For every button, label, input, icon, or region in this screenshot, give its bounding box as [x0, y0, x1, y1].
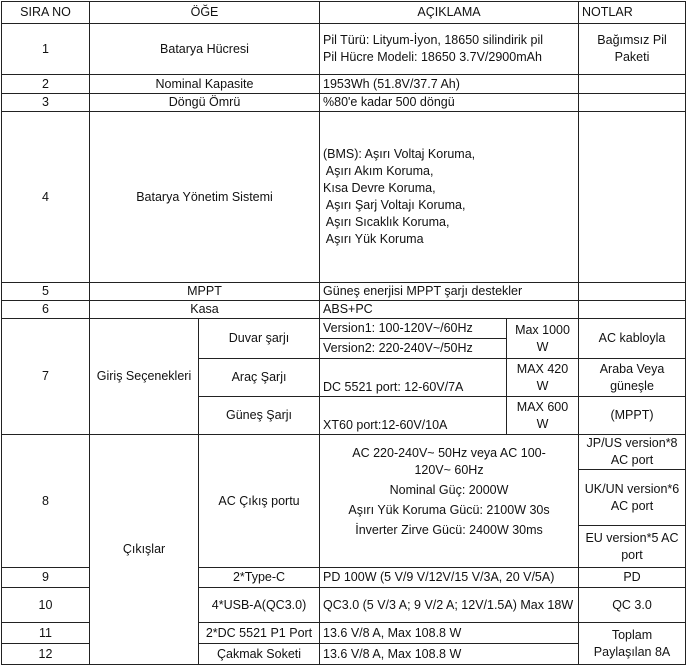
desc-line: Pil Hücre Modeli: 18650 3.7V/2900mAh — [323, 50, 542, 64]
row-no: 1 — [1, 23, 90, 75]
max-power: MAX 420 W — [506, 358, 580, 397]
row-notes: Toplam Paylaşılan 8A — [578, 622, 686, 665]
row-desc: 1953Wh (51.8V/37.7 Ah) — [319, 74, 580, 94]
max-power: MAX 600 W — [506, 396, 580, 435]
row-no: 7 — [1, 318, 90, 435]
header-desc: AÇIKLAMA — [319, 1, 580, 24]
row-desc: PD 100W (5 V/9 V/12V/15 V/3A, 20 V/5A) — [319, 567, 580, 588]
desc-line: (BMS): Aşırı Voltaj Koruma, — [323, 147, 476, 161]
table-row: Araç Şarjı DC 5521 port: 12-60V/7A MAX 4… — [2, 358, 686, 397]
row-desc: DC 5521 port: 12-60V/7A — [319, 358, 508, 397]
desc-line: Kısa Devre Koruma, — [323, 181, 436, 195]
table-row: Güneş Şarjı XT60 port:12-60V/10A MAX 600… — [2, 396, 686, 435]
desc-line: AC 220-240V~ 50Hz veya AC 100-120V~ 60Hz — [352, 446, 546, 477]
header-item: ÖĞE — [88, 1, 321, 24]
row-item: Nominal Kapasite — [88, 74, 321, 94]
desc-line: Pil Türü: Lityum-İyon, 18650 silindirik … — [323, 33, 544, 47]
desc-line: Aşırı Sıcaklık Koruma, — [323, 215, 450, 229]
row-desc: Pil Türü: Lityum-İyon, 18650 silindirik … — [319, 23, 580, 75]
table-row: 6 Kasa ABS+PC — [1, 300, 686, 319]
header-no: SIRA NO — [1, 1, 90, 24]
row-no: 2 — [1, 74, 90, 94]
row-desc: XT60 port:12-60V/10A — [319, 396, 508, 435]
row-notes — [578, 282, 686, 301]
row-no: 12 — [1, 643, 90, 665]
row-item: Batarya Yönetim Sistemi — [88, 111, 321, 283]
row-item: Döngü Ömrü — [88, 93, 321, 112]
row-no: 10 — [1, 587, 90, 623]
table-row: 3 Döngü Ömrü %80'e kadar 500 döngü — [1, 93, 686, 112]
row-no: 11 — [1, 622, 90, 644]
row-no: 6 — [1, 300, 90, 319]
row-desc: Version2: 220-240V~/50Hz — [319, 338, 508, 359]
row-desc: AC 220-240V~ 50Hz veya AC 100-120V~ 60Hz… — [319, 434, 580, 568]
sub-item: Duvar şarjı — [197, 318, 321, 359]
row-desc: Güneş enerjisi MPPT şarjı destekler — [319, 282, 580, 301]
row-no: 3 — [1, 93, 90, 112]
row-no: 4 — [1, 111, 90, 283]
row-notes — [578, 300, 686, 319]
row-item: Kasa — [88, 300, 321, 319]
table-row: 5 MPPT Güneş enerjisi MPPT şarjı destekl… — [1, 282, 686, 301]
table-row: EU version*5 AC port — [2, 525, 686, 568]
row-desc: 13.6 V/8 A, Max 108.8 W — [319, 622, 580, 644]
row-desc: Version1: 100-120V~/60Hz — [319, 318, 508, 339]
row-desc: 13.6 V/8 A, Max 108.8 W — [319, 643, 580, 665]
row-notes: (MPPT) — [578, 396, 686, 435]
header-notes: NOTLAR — [578, 1, 686, 24]
row-notes: Araba Veya güneşle — [578, 358, 686, 397]
row-item: MPPT — [88, 282, 321, 301]
table-row: 8 Çıkışlar AC Çıkış portu AC 220-240V~ 5… — [1, 434, 686, 665]
row-item: 2*Type-C — [197, 567, 321, 588]
row-item: 2*DC 5521 P1 Port — [197, 622, 321, 644]
row-item: Çakmak Soketi — [197, 643, 321, 665]
sub-item: Araç Şarjı — [197, 358, 321, 397]
row-notes — [578, 74, 686, 94]
row-notes: JP/US version*8 AC port — [578, 434, 686, 470]
row-item: AC Çıkış portu — [197, 434, 321, 568]
row-notes — [578, 111, 686, 283]
desc-line: İnverter Zirve Gücü: 2400W 30ms — [355, 523, 543, 537]
desc-line: Aşırı Akım Koruma, — [323, 164, 434, 178]
row-notes: PD — [578, 567, 686, 588]
row-desc: QC3.0 (5 V/3 A; 9 V/2 A; 12V/1.5A) Max 1… — [319, 587, 580, 623]
row-notes: AC kabloyla — [578, 318, 686, 359]
table-row: 1 Batarya Hücresi Pil Türü: Lityum-İyon,… — [1, 23, 686, 75]
desc-line: Aşırı Şarj Voltajı Koruma, — [323, 198, 466, 212]
row-item: Giriş Seçenekleri — [89, 318, 199, 435]
row-notes — [578, 93, 686, 112]
row-desc: %80'e kadar 500 döngü — [319, 93, 580, 112]
header-row: SIRA NO ÖĞE AÇIKLAMA NOTLAR — [1, 1, 686, 24]
row-no: 8 — [1, 434, 90, 568]
table-row: UK/UN version*6 AC port — [2, 469, 686, 526]
row-notes: UK/UN version*6 AC port — [578, 469, 686, 526]
row-item: 4*USB-A(QC3.0) — [197, 587, 321, 623]
row-notes: EU version*5 AC port — [578, 525, 686, 568]
desc-line: Aşırı Yük Koruma Gücü: 2100W 30s — [348, 503, 550, 517]
table-row: 2 Nominal Kapasite 1953Wh (51.8V/37.7 Ah… — [1, 74, 686, 94]
row-desc: ABS+PC — [319, 300, 580, 319]
desc-line: Aşırı Yük Koruma — [323, 232, 424, 246]
table-row: 4 Batarya Yönetim Sistemi (BMS): Aşırı V… — [1, 111, 686, 283]
table-row: 7 Giriş Seçenekleri Duvar şarjı Version1… — [1, 318, 686, 435]
row-desc: (BMS): Aşırı Voltaj Koruma, Aşırı Akım K… — [319, 111, 580, 283]
row-no: 9 — [1, 567, 90, 588]
row-notes: QC 3.0 — [578, 587, 686, 623]
max-power: Max 1000 W — [506, 318, 580, 359]
group-item: Çıkışlar — [89, 434, 199, 665]
row-notes: Bağımsız Pil Paketi — [578, 23, 686, 75]
row-item: Batarya Hücresi — [88, 23, 321, 75]
desc-line: Nominal Güç: 2000W — [389, 483, 509, 497]
row-no: 5 — [1, 282, 90, 301]
sub-item: Güneş Şarjı — [197, 396, 321, 435]
